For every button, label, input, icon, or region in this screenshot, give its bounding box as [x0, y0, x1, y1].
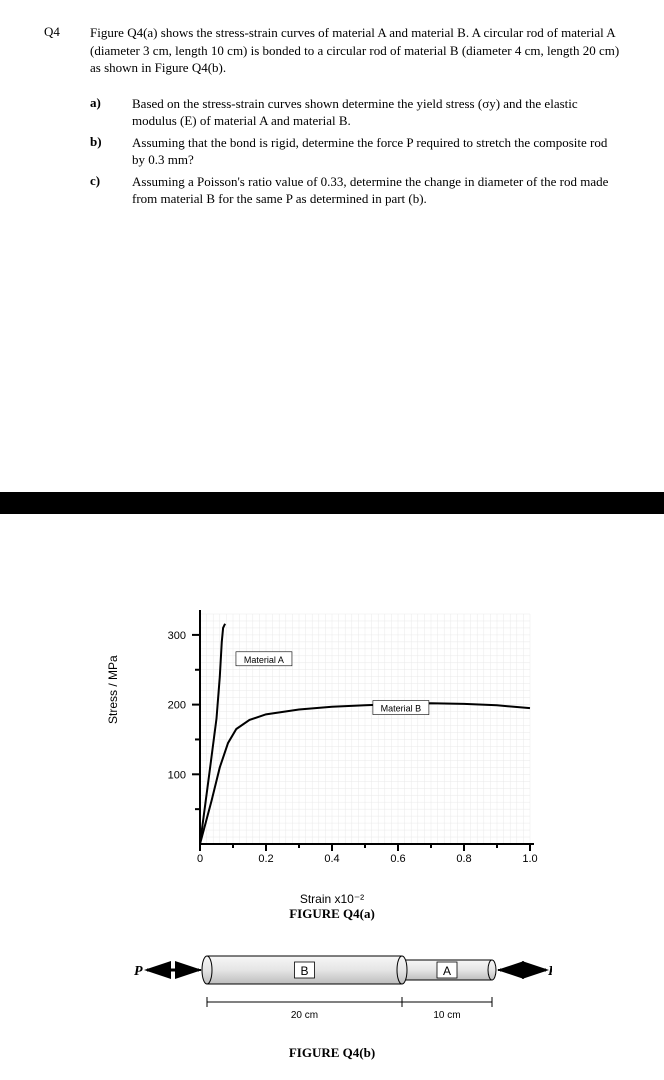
part-b: b) Assuming that the bond is rigid, dete… [90, 134, 620, 169]
stress-strain-chart: Stress / MPa 10020030000.20.40.60.81.0Ma… [112, 604, 552, 904]
svg-text:P: P [548, 964, 552, 979]
figure-b-caption: FIGURE Q4(b) [289, 1045, 375, 1061]
svg-text:1.0: 1.0 [522, 853, 537, 865]
svg-text:100: 100 [168, 769, 186, 781]
part-text: Assuming a Poisson's ratio value of 0.33… [132, 173, 620, 208]
question-number: Q4 [44, 24, 72, 77]
part-label: a) [90, 95, 110, 130]
svg-text:0.8: 0.8 [456, 853, 471, 865]
svg-text:0: 0 [197, 853, 203, 865]
figure-a-caption: FIGURE Q4(a) [289, 906, 375, 922]
svg-text:P: P [134, 964, 143, 979]
svg-text:20 cm: 20 cm [291, 1010, 318, 1021]
svg-text:0.2: 0.2 [258, 853, 273, 865]
question-intro: Figure Q4(a) shows the stress-strain cur… [90, 24, 620, 77]
svg-text:10 cm: 10 cm [433, 1010, 460, 1021]
part-text: Assuming that the bond is rigid, determi… [132, 134, 620, 169]
part-label: b) [90, 134, 110, 169]
y-axis-label: Stress / MPa [106, 655, 120, 724]
svg-text:Material A: Material A [244, 655, 284, 665]
svg-text:B: B [300, 964, 308, 978]
svg-text:A: A [443, 964, 451, 978]
part-label: c) [90, 173, 110, 208]
part-c: c) Assuming a Poisson's ratio value of 0… [90, 173, 620, 208]
composite-rod-diagram: P P B A 20 cm 10 cm [112, 944, 552, 1043]
question-block: Q4 Figure Q4(a) shows the stress-strain … [0, 0, 664, 232]
part-a: a) Based on the stress-strain curves sho… [90, 95, 620, 130]
part-text: Based on the stress-strain curves shown … [132, 95, 620, 130]
svg-text:0.6: 0.6 [390, 853, 405, 865]
svg-text:300: 300 [168, 630, 186, 642]
x-axis-label: Strain x10⁻² [112, 892, 552, 906]
figures-area: Stress / MPa 100 200 300 0 0.2 0.4 0.6 0.8 1.0 Ma… [0, 514, 664, 1061]
svg-text:Material B: Material B [381, 703, 422, 713]
svg-text:0.4: 0.4 [324, 853, 339, 865]
parts-list: a) Based on the stress-strain curves sho… [44, 95, 620, 208]
svg-text:200: 200 [168, 700, 186, 712]
page-divider [0, 492, 664, 514]
chart-svg: 100 200 300 0 0.2 0.4 0.6 0.8 1.0 Material A Mater… [142, 604, 542, 884]
rod-svg: P P B A 20 cm 10 cm [112, 944, 552, 1038]
